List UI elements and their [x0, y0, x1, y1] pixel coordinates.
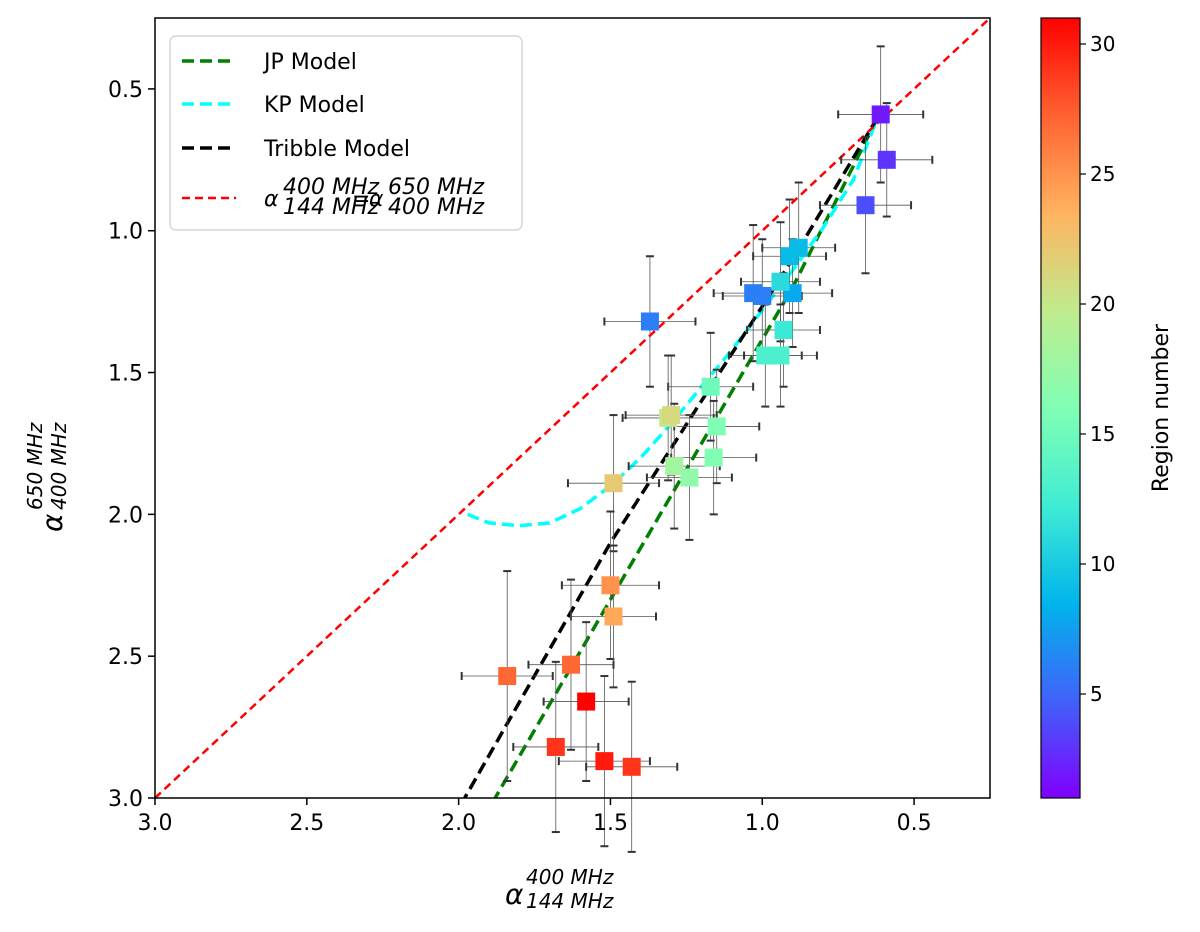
data-point — [707, 417, 726, 436]
data-point — [704, 448, 723, 467]
colorbar-tick-label: 30 — [1090, 32, 1115, 56]
data-point — [640, 312, 659, 331]
legend-label-jp: JP Model — [262, 50, 357, 75]
legend-eq-sub2: 400 MHz — [388, 195, 485, 220]
data-point — [871, 105, 890, 124]
data-point — [604, 474, 623, 493]
legend-eq-alpha1: α — [264, 187, 279, 212]
y-axis-ticks: 0.5 1.0 1.5 2.0 2.5 3.0 — [108, 78, 155, 812]
y-axis-label-symbol: α — [36, 513, 69, 532]
line-equality — [155, 18, 990, 798]
x-tick-label: 2.5 — [289, 811, 324, 836]
line-tribble-model — [463, 116, 880, 798]
colorbar-tick-label: 25 — [1090, 162, 1115, 186]
legend-eq-sup1: 400 MHz — [283, 175, 380, 200]
y-tick-label: 3.0 — [108, 787, 143, 812]
y-axis-label: α 650 MHz 400 MHz — [23, 422, 71, 532]
x-tick-label: 1.0 — [745, 811, 780, 836]
colorbar-label: Region number — [1149, 323, 1174, 492]
legend-box — [169, 35, 523, 231]
colorbar: 5 10 15 20 25 30 Region number — [1040, 17, 1174, 799]
data-point — [561, 655, 580, 674]
x-axis-label-symbol: α — [505, 878, 524, 911]
data-point — [546, 737, 565, 756]
data-point — [577, 692, 596, 711]
data-point — [665, 457, 684, 476]
data-point — [856, 196, 875, 215]
data-point — [753, 286, 772, 305]
x-tick-label: 0.5 — [897, 811, 932, 836]
colorbar-tick-label: 10 — [1090, 552, 1115, 576]
y-tick-label: 2.5 — [108, 645, 143, 670]
data-point — [595, 752, 614, 771]
y-axis-label-sup: 650 MHz — [23, 422, 47, 510]
x-tick-label: 2.0 — [441, 811, 476, 836]
y-tick-label: 2.0 — [108, 503, 143, 528]
data-point — [601, 576, 620, 595]
legend-label-tribble: Tribble Model — [263, 137, 410, 162]
x-axis-label-sup: 400 MHz — [526, 865, 614, 889]
data-point — [771, 346, 790, 365]
legend-label-kp: KP Model — [264, 93, 365, 118]
data-point — [877, 150, 896, 169]
data-point — [498, 667, 517, 686]
legend-label-equality: α 400 MHz 144 MHz = α 650 MHz 400 MHz — [264, 175, 485, 220]
legend: JP Model KP Model Tribble Model α 400 MH… — [169, 35, 523, 231]
data-point — [662, 406, 681, 425]
colorbar-tick-label: 20 — [1090, 292, 1115, 316]
data-point — [680, 468, 699, 487]
data-point — [771, 272, 790, 291]
y-tick-label: 1.5 — [108, 362, 143, 387]
legend-eq-sign: = — [352, 187, 370, 212]
legend-eq-alpha2: α — [369, 187, 384, 212]
x-tick-label: 1.5 — [593, 811, 628, 836]
y-axis-label-sub: 400 MHz — [47, 422, 71, 510]
x-axis-label: α 400 MHz 144 MHz — [505, 865, 614, 913]
data-point — [780, 247, 799, 266]
colorbar-tick-label: 15 — [1090, 422, 1115, 446]
data-point — [774, 321, 793, 339]
x-tick-label: 3.0 — [138, 811, 173, 836]
data-point — [604, 607, 623, 626]
plot-area — [155, 18, 990, 853]
legend-eq-sub1: 144 MHz — [283, 195, 380, 220]
plot-frame — [154, 17, 991, 799]
data-points — [498, 105, 896, 776]
data-point — [701, 377, 720, 396]
y-tick-label: 0.5 — [108, 78, 143, 103]
x-axis-label-sub: 144 MHz — [526, 889, 614, 913]
data-point — [622, 757, 641, 776]
legend-eq-sup2: 650 MHz — [388, 175, 485, 200]
colorbar-tick-label: 5 — [1090, 682, 1103, 706]
x-axis-ticks: 3.0 2.5 2.0 1.5 1.0 0.5 — [138, 798, 932, 836]
colorbar-gradient — [1040, 17, 1081, 799]
colorbar-ticks: 5 10 15 20 25 30 — [1080, 32, 1115, 706]
data-point — [756, 346, 775, 365]
y-tick-label: 1.0 — [108, 220, 143, 245]
